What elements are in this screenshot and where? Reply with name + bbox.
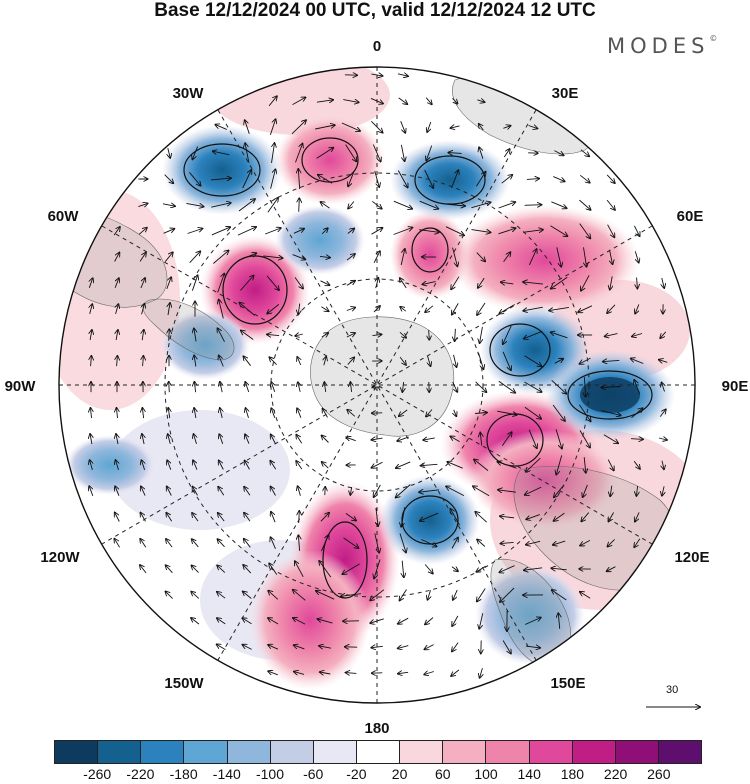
colorbar-tick-label: 60 [435, 766, 451, 782]
anomaly-region [380, 475, 480, 565]
colorbar-segment [55, 741, 98, 763]
colorbar-tick-label: -100 [256, 766, 284, 782]
wind-vector [525, 205, 542, 206]
anomaly-region [65, 435, 155, 495]
colorbar-segment [271, 741, 314, 763]
lon-label-60e: 60E [677, 208, 704, 225]
colorbar-tick-label: 140 [518, 766, 541, 782]
colorbar-tick-label: -260 [83, 766, 111, 782]
wind-vector [169, 382, 170, 392]
anomaly-region [275, 205, 365, 275]
wind-vector [299, 198, 300, 211]
anomaly-region [275, 115, 385, 205]
wind-vector [429, 330, 430, 340]
colorbar-tick-label: 220 [604, 766, 627, 782]
lon-label-30w: 30W [173, 85, 205, 102]
colorbar-segment [98, 741, 141, 763]
colorbar-segment [486, 741, 529, 763]
wind-vector [631, 439, 643, 440]
lon-label-120e: 120E [674, 549, 709, 566]
colorbar-segment [443, 741, 486, 763]
lon-label-120w: 120W [40, 549, 80, 566]
colorbar-segment [228, 741, 271, 763]
lon-label-150e: 150E [550, 675, 585, 692]
anomaly-region [250, 550, 370, 690]
colorbar-tick-label: 20 [392, 766, 408, 782]
colorbar-segment [659, 741, 701, 763]
lon-label-0: 0 [373, 38, 381, 55]
lon-label-60w: 60W [48, 208, 80, 225]
colorbar-tick-label: -220 [126, 766, 154, 782]
colorbar-segment [184, 741, 227, 763]
colorbar-segment [314, 741, 357, 763]
colorbar-tick-label: 180 [561, 766, 584, 782]
lon-label-90e: 90E [722, 378, 749, 395]
field-layer [37, 55, 710, 703]
reference-vector-label: 30 [666, 684, 678, 696]
anomaly-region [162, 125, 282, 215]
lon-label-30e: 30E [552, 85, 579, 102]
colorbar-segment [400, 741, 443, 763]
colorbar-segment [357, 741, 400, 763]
colorbar-labels: -260 -220 -180 -140 -100 -60 -20 20 60 100 140 180 2… [0, 766, 750, 784]
colorbar-segment [530, 741, 573, 763]
colorbar-tick-label: -140 [213, 766, 241, 782]
colorbar-tick-label: -20 [346, 766, 366, 782]
colorbar-segment [141, 741, 184, 763]
wind-vector [169, 329, 170, 340]
colorbar-tick-label: 260 [647, 766, 670, 782]
colorbar-tick-label: -180 [170, 766, 198, 782]
lon-label-180: 180 [364, 720, 389, 737]
colorbar-tick-label: -60 [303, 766, 323, 782]
anomaly-region [390, 140, 510, 220]
colorbar-segment [573, 741, 616, 763]
colorbar-tick-label: 100 [474, 766, 497, 782]
lon-label-150w: 150W [164, 675, 204, 692]
colorbar [54, 740, 702, 764]
lon-label-90w: 90W [5, 378, 37, 395]
colorbar-segment [616, 741, 659, 763]
